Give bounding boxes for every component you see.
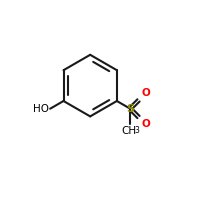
Text: 3: 3 xyxy=(135,126,139,135)
Text: S: S xyxy=(126,104,134,114)
Text: O: O xyxy=(142,88,150,98)
Text: CH: CH xyxy=(122,126,137,136)
Text: HO: HO xyxy=(33,104,49,114)
Text: O: O xyxy=(142,119,150,129)
